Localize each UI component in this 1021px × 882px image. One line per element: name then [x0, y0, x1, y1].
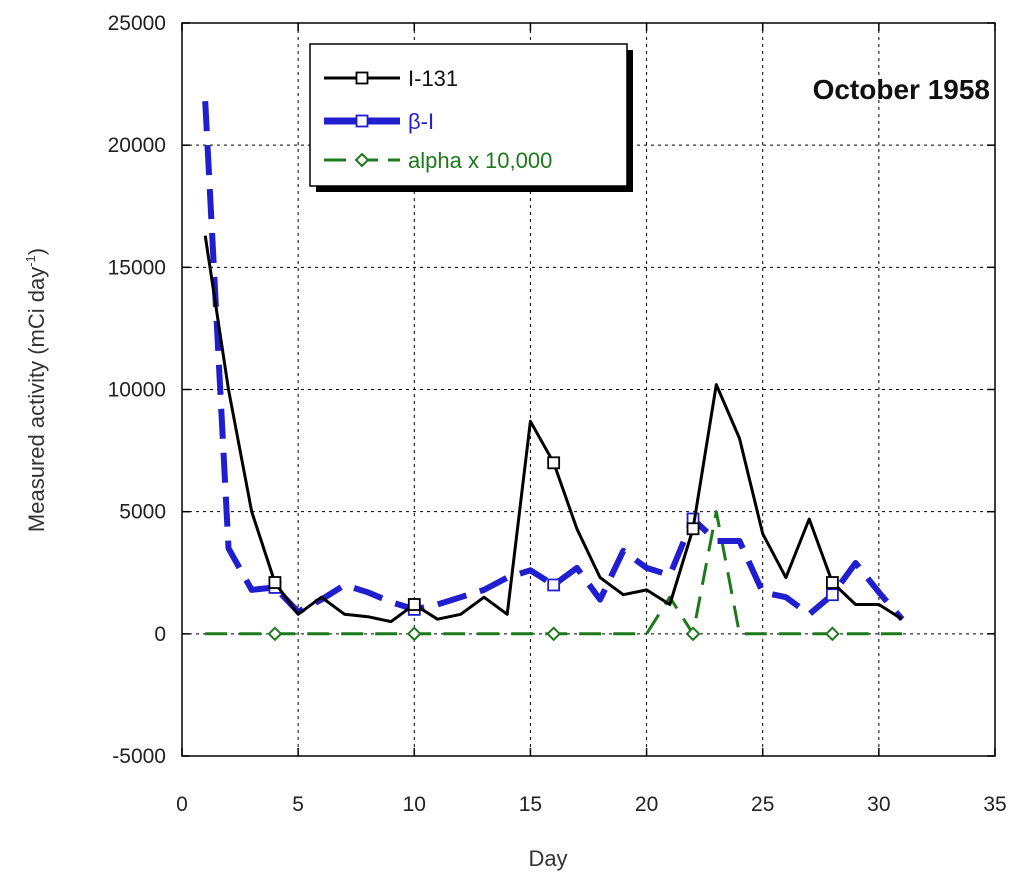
- series-layer: [202, 101, 905, 642]
- axis-ticks: 0 5 10 15 20 25 30 35 -5000 0 5000 10000 15000 20000 2…: [108, 12, 1007, 816]
- y-tick-label: 25000: [108, 12, 166, 35]
- y-tick-label: 10000: [108, 379, 166, 402]
- legend-marker: [355, 114, 369, 128]
- y-axis-label-close: ): [24, 248, 49, 255]
- legend-label: alpha x 10,000: [408, 148, 552, 173]
- y-tick-label: -5000: [112, 745, 166, 768]
- x-tick-label: 0: [176, 793, 188, 816]
- data-point-marker: [547, 456, 561, 470]
- data-point-marker: [547, 578, 561, 592]
- data-point-marker: [546, 626, 562, 642]
- legend: I-131 β-I alpha x 10,000: [309, 43, 633, 192]
- x-tick-label: 20: [635, 793, 658, 816]
- data-point-marker: [826, 588, 839, 602]
- y-tick-label: 5000: [119, 501, 166, 524]
- x-axis-label: Day: [528, 846, 567, 871]
- chart-annotation: October 1958: [813, 74, 990, 105]
- data-point-marker: [686, 522, 700, 536]
- y-axis-label-main: Measured activity (mCi day: [24, 267, 49, 532]
- series-line: [202, 101, 905, 622]
- x-tick-label: 25: [751, 793, 774, 816]
- data-point-marker: [407, 598, 421, 611]
- x-tick-label: 15: [519, 793, 542, 816]
- y-axis-label-superscript: -1: [23, 255, 38, 267]
- legend-label: β-I: [408, 109, 434, 134]
- y-tick-label: 20000: [108, 134, 166, 157]
- legend-marker: [355, 71, 369, 85]
- legend-items: I-131 β-I alpha x 10,000: [324, 66, 552, 173]
- x-tick-label: 30: [867, 793, 890, 816]
- y-axis-label: Measured activity (mCi day-1): [23, 248, 49, 532]
- legend-marker: [354, 152, 370, 168]
- y-tick-label: 0: [154, 623, 166, 646]
- series-2: [205, 510, 903, 642]
- series-0: [203, 235, 903, 624]
- data-point-marker: [685, 626, 701, 642]
- data-point-marker: [267, 626, 283, 642]
- data-point-marker: [824, 626, 840, 642]
- legend-label: I-131: [408, 66, 458, 91]
- data-point-marker: [826, 576, 839, 589]
- x-tick-label: 35: [983, 793, 1006, 816]
- x-tick-label: 5: [292, 793, 304, 816]
- x-tick-label: 10: [403, 793, 426, 816]
- data-point-marker: [268, 576, 282, 589]
- y-tick-label: 15000: [108, 256, 166, 279]
- data-point-marker: [406, 626, 422, 642]
